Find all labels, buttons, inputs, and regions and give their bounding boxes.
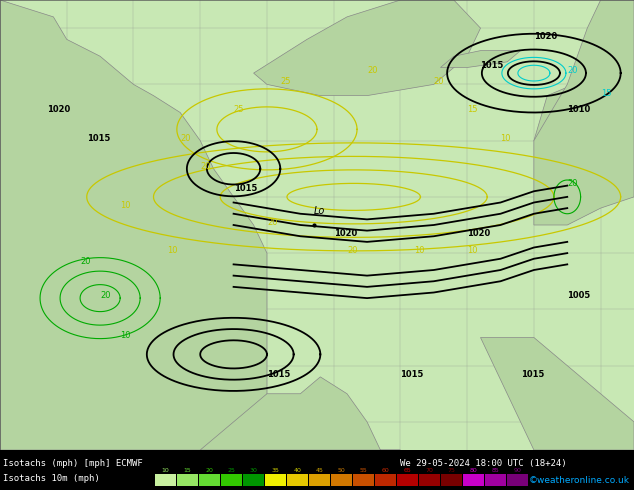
Bar — [221, 474, 242, 486]
Text: 20: 20 — [567, 66, 578, 75]
Text: 1015: 1015 — [267, 370, 290, 379]
Polygon shape — [254, 0, 481, 96]
Text: 10: 10 — [120, 201, 131, 210]
Text: We 29-05-2024 18:00 UTC (18+24): We 29-05-2024 18:00 UTC (18+24) — [400, 459, 567, 468]
Text: Lo: Lo — [314, 206, 325, 216]
Text: 20: 20 — [205, 468, 214, 473]
Bar — [287, 474, 308, 486]
Text: 70: 70 — [425, 468, 434, 473]
Polygon shape — [0, 0, 267, 450]
Bar — [441, 474, 462, 486]
Bar — [177, 474, 198, 486]
Text: 15: 15 — [184, 468, 191, 473]
Bar — [309, 474, 330, 486]
Text: 1020: 1020 — [534, 32, 557, 41]
Text: 1010: 1010 — [567, 105, 590, 115]
Text: 10: 10 — [467, 246, 477, 255]
Text: 60: 60 — [382, 468, 389, 473]
Bar — [375, 474, 396, 486]
Text: 65: 65 — [404, 468, 411, 473]
Bar — [155, 474, 176, 486]
Text: 10: 10 — [167, 246, 178, 255]
Bar — [463, 474, 484, 486]
Text: 1015: 1015 — [87, 134, 110, 143]
Text: 10: 10 — [414, 246, 424, 255]
Bar — [353, 474, 374, 486]
Text: 20: 20 — [200, 162, 210, 171]
Text: 20: 20 — [100, 291, 110, 300]
Bar — [331, 474, 352, 486]
Text: 20: 20 — [434, 77, 444, 86]
Bar — [485, 474, 506, 486]
Text: 75: 75 — [448, 468, 455, 473]
Text: 85: 85 — [491, 468, 500, 473]
Text: 10: 10 — [120, 330, 131, 340]
Text: 25: 25 — [280, 77, 291, 86]
Text: 1005: 1005 — [567, 291, 590, 300]
Text: 80: 80 — [470, 468, 477, 473]
Text: 1015: 1015 — [401, 370, 424, 379]
Text: 1020: 1020 — [47, 105, 70, 115]
Text: 10: 10 — [162, 468, 169, 473]
Text: 40: 40 — [294, 468, 301, 473]
Text: 90: 90 — [514, 468, 521, 473]
Text: 20: 20 — [567, 179, 578, 188]
Bar — [243, 474, 264, 486]
Polygon shape — [200, 377, 401, 450]
Polygon shape — [534, 84, 600, 141]
Text: 25: 25 — [233, 105, 244, 115]
Text: 45: 45 — [316, 468, 323, 473]
Bar — [419, 474, 440, 486]
Polygon shape — [441, 50, 521, 68]
Text: 10: 10 — [500, 134, 511, 143]
Text: 30: 30 — [250, 468, 257, 473]
Bar — [199, 474, 220, 486]
Text: 20: 20 — [267, 218, 278, 227]
Text: ©weatheronline.co.uk: ©weatheronline.co.uk — [529, 476, 630, 485]
Text: 55: 55 — [359, 468, 367, 473]
Text: 20: 20 — [180, 134, 191, 143]
Text: 15: 15 — [600, 89, 611, 98]
Text: 20: 20 — [367, 66, 378, 75]
Text: 35: 35 — [271, 468, 280, 473]
Text: 20: 20 — [80, 257, 91, 267]
Text: 1020: 1020 — [467, 229, 491, 238]
Text: 50: 50 — [338, 468, 346, 473]
Polygon shape — [534, 0, 634, 225]
Text: Isotachs 10m (mph): Isotachs 10m (mph) — [3, 474, 100, 483]
Bar — [397, 474, 418, 486]
Polygon shape — [481, 338, 634, 450]
Text: 20: 20 — [347, 246, 358, 255]
Text: 1015: 1015 — [233, 184, 257, 193]
Text: 15: 15 — [467, 105, 477, 115]
Bar — [507, 474, 528, 486]
Text: Isotachs (mph) [mph] ECMWF: Isotachs (mph) [mph] ECMWF — [3, 459, 143, 468]
Text: 1020: 1020 — [333, 229, 357, 238]
Text: 25: 25 — [228, 468, 235, 473]
Text: 1015: 1015 — [481, 60, 504, 70]
Text: 1015: 1015 — [521, 370, 544, 379]
Bar — [265, 474, 286, 486]
